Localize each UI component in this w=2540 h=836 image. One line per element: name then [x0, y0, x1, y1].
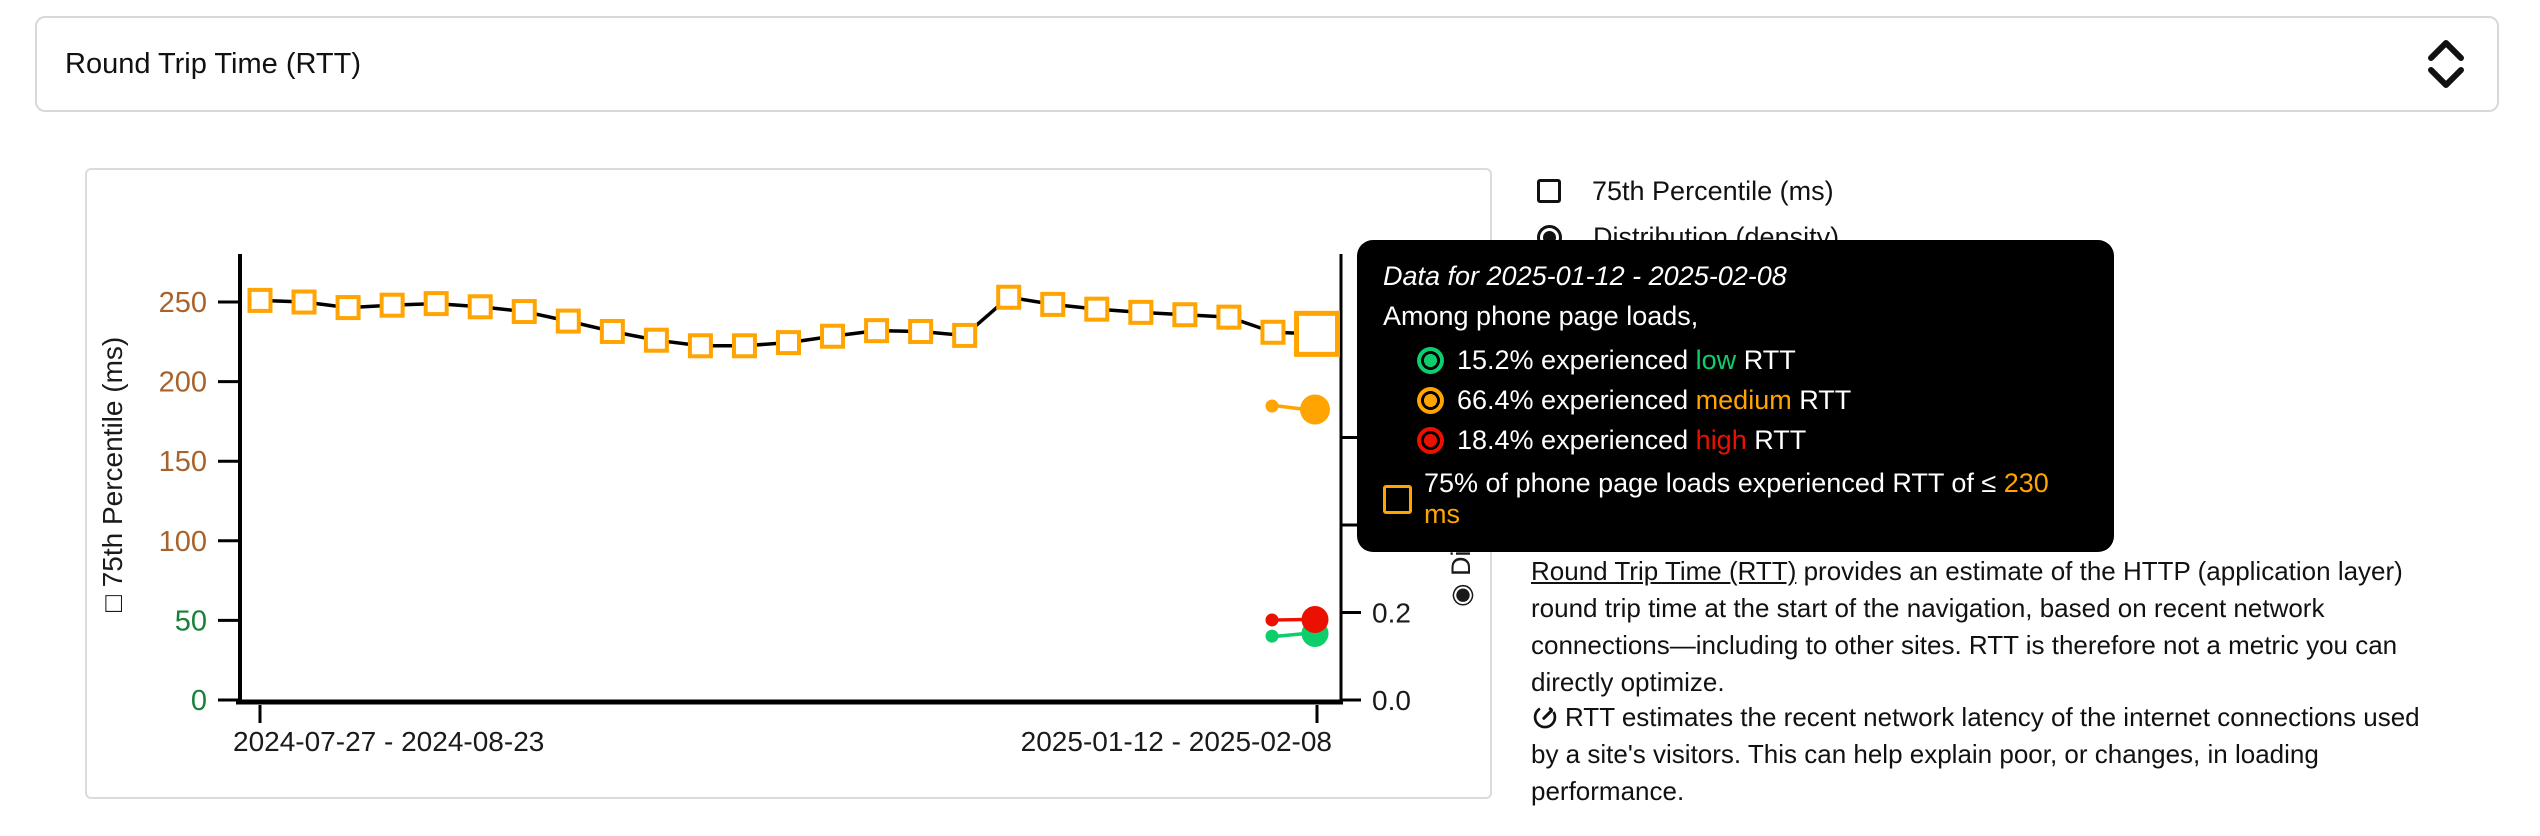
svg-text:0: 0 — [191, 685, 207, 717]
point-marker[interactable] — [1040, 291, 1066, 317]
low-rtt-dot-icon — [1417, 347, 1444, 374]
svg-text:250: 250 — [159, 287, 207, 319]
point-marker[interactable] — [731, 333, 757, 359]
point-marker[interactable] — [908, 318, 934, 344]
svg-text:□ 75th Percentile (ms): □ 75th Percentile (ms) — [97, 337, 128, 612]
point-marker[interactable] — [643, 327, 669, 353]
metric-selector[interactable]: Round Trip Time (RTT) — [35, 16, 2499, 112]
point-marker[interactable] — [1216, 304, 1242, 330]
rtt-docs-link[interactable]: Round Trip Time (RTT) — [1531, 556, 1797, 586]
point-marker[interactable] — [335, 295, 361, 321]
chart-card — [85, 168, 1492, 799]
tooltip-row-1: 66.4% experienced medium RTT — [1383, 385, 2088, 416]
tooltip-row-2: 18.4% experienced high RTT — [1383, 425, 2088, 456]
point-marker[interactable] — [1172, 302, 1198, 328]
svg-text:100: 100 — [159, 526, 207, 558]
point-marker[interactable] — [864, 318, 890, 344]
gauge-icon — [1533, 705, 1557, 729]
svg-text:200: 200 — [159, 367, 207, 399]
rtt-description: Round Trip Time (RTT) provides an estima… — [1531, 556, 2403, 697]
point-marker[interactable] — [1084, 296, 1110, 322]
point-marker[interactable] — [291, 289, 317, 315]
medium-density-prev-dot — [1265, 399, 1279, 413]
tooltip-title: Data for 2025-01-12 - 2025-02-08 — [1383, 261, 1787, 291]
point-marker[interactable] — [820, 323, 846, 349]
point-marker[interactable] — [247, 287, 273, 313]
svg-text:0.0: 0.0 — [1372, 685, 1411, 716]
low-density-prev-dot — [1265, 629, 1279, 643]
svg-text:150: 150 — [159, 446, 207, 478]
p75-square-icon — [1383, 484, 1412, 514]
percentile-toggle[interactable]: 75th Percentile (ms) — [1537, 168, 1839, 214]
percentile-checkbox-icon[interactable] — [1537, 179, 1561, 203]
point-marker[interactable] — [599, 318, 625, 344]
metric-selector-label: Round Trip Time (RTT) — [65, 47, 361, 80]
svg-text:2024-07-27 - 2024-08-23: 2024-07-27 - 2024-08-23 — [233, 726, 544, 757]
svg-text:50: 50 — [175, 605, 207, 637]
high-density-current-dot — [1301, 606, 1329, 633]
high-rtt-dot-icon — [1417, 427, 1444, 454]
tooltip-subtitle: Among phone page loads, — [1383, 301, 1699, 331]
point-marker[interactable] — [687, 333, 713, 359]
point-marker[interactable] — [1128, 299, 1154, 325]
medium-rtt-dot-icon — [1417, 387, 1444, 414]
selected-point-marker[interactable] — [1294, 310, 1340, 357]
p75-threshold-value: 230 ms — [1424, 468, 2049, 529]
svg-text:2025-01-12 - 2025-02-08: 2025-01-12 - 2025-02-08 — [1021, 726, 1332, 757]
high-density-prev-dot — [1265, 613, 1279, 627]
percentile-toggle-label: 75th Percentile (ms) — [1592, 175, 1834, 206]
point-marker[interactable] — [379, 292, 405, 318]
point-marker[interactable] — [1260, 319, 1286, 345]
rtt-explainer: RTT estimates the recent network latency… — [1531, 702, 2420, 806]
point-marker[interactable] — [467, 294, 493, 320]
point-marker[interactable] — [996, 284, 1022, 310]
point-marker[interactable] — [555, 308, 581, 334]
p75-line-series — [247, 284, 1340, 359]
x-axis: 2024-07-27 - 2024-08-23 2025-01-12 - 2025… — [233, 699, 1343, 757]
medium-density-current-dot — [1300, 394, 1330, 425]
chart-tooltip: Data for 2025-01-12 - 2025-02-08 Among p… — [1357, 240, 2114, 552]
unfold-more-icon[interactable] — [2423, 36, 2469, 92]
density-trend-dots — [1265, 394, 1330, 647]
primary-y-axis: 250 200 150 100 50 0 □ 75th Percentile (ms) — [97, 254, 242, 717]
tooltip-p75-row: 75% of phone page loads experienced RTT … — [1383, 468, 2088, 530]
tooltip-row-0: 15.2% experienced low RTT — [1383, 345, 2088, 376]
point-marker[interactable] — [776, 330, 801, 356]
point-marker[interactable] — [511, 299, 537, 325]
point-marker[interactable] — [952, 322, 978, 348]
svg-text:0.2: 0.2 — [1372, 598, 1411, 629]
point-marker[interactable] — [423, 291, 449, 317]
